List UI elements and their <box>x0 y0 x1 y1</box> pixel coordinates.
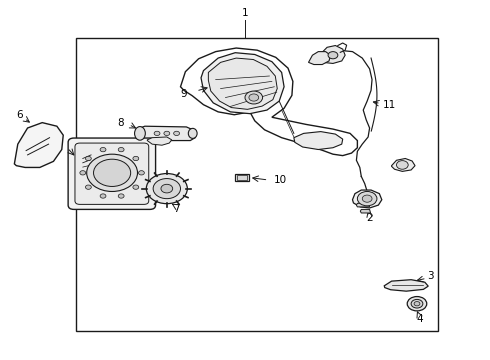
Circle shape <box>173 131 179 135</box>
Polygon shape <box>208 58 277 109</box>
Circle shape <box>80 171 86 175</box>
Circle shape <box>100 148 106 152</box>
Circle shape <box>362 195 372 202</box>
Circle shape <box>139 171 145 175</box>
Circle shape <box>147 174 187 204</box>
Polygon shape <box>352 190 382 208</box>
Circle shape <box>357 192 377 206</box>
Polygon shape <box>201 53 284 114</box>
Text: 9: 9 <box>181 89 187 99</box>
Circle shape <box>94 159 131 186</box>
Polygon shape <box>318 45 345 63</box>
Circle shape <box>245 91 263 104</box>
Circle shape <box>161 184 172 193</box>
Polygon shape <box>14 123 63 167</box>
Text: 5: 5 <box>55 140 62 150</box>
Circle shape <box>118 148 124 152</box>
Text: 11: 11 <box>383 100 396 110</box>
Circle shape <box>411 300 423 308</box>
Polygon shape <box>392 158 415 171</box>
Text: 3: 3 <box>427 271 434 281</box>
Circle shape <box>407 297 427 311</box>
Circle shape <box>414 302 420 306</box>
Text: 10: 10 <box>273 175 287 185</box>
Polygon shape <box>360 210 370 213</box>
Bar <box>237 175 247 180</box>
Circle shape <box>396 161 408 169</box>
Text: 8: 8 <box>117 118 123 128</box>
Text: 6: 6 <box>16 111 23 121</box>
Circle shape <box>85 185 91 189</box>
Circle shape <box>100 194 106 198</box>
Text: 7: 7 <box>173 204 180 214</box>
Text: 4: 4 <box>416 314 423 324</box>
Ellipse shape <box>135 127 146 140</box>
Circle shape <box>154 131 160 135</box>
Polygon shape <box>138 126 195 140</box>
FancyBboxPatch shape <box>75 143 149 204</box>
Circle shape <box>85 156 91 161</box>
Polygon shape <box>309 51 331 64</box>
Polygon shape <box>356 203 369 207</box>
Circle shape <box>249 94 259 101</box>
Circle shape <box>153 179 180 199</box>
Polygon shape <box>147 137 172 145</box>
Polygon shape <box>294 132 343 149</box>
Text: 2: 2 <box>367 213 373 222</box>
Polygon shape <box>384 280 428 291</box>
Circle shape <box>133 156 139 161</box>
Circle shape <box>87 154 138 192</box>
Bar <box>235 174 249 181</box>
Circle shape <box>164 131 170 135</box>
Ellipse shape <box>188 129 197 138</box>
Bar <box>76 39 438 330</box>
Circle shape <box>328 51 338 59</box>
Circle shape <box>133 185 139 189</box>
FancyBboxPatch shape <box>68 138 156 210</box>
Text: 1: 1 <box>242 8 248 18</box>
Circle shape <box>118 194 124 198</box>
